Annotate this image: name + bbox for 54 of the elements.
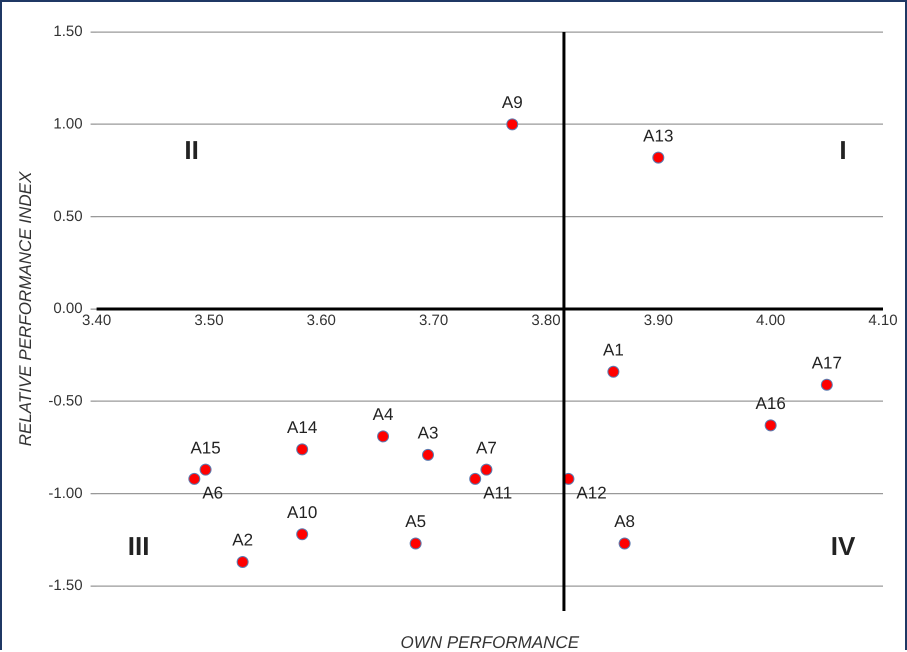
y-tick-label: 0.50 (53, 208, 83, 225)
annotation: III (128, 531, 150, 562)
point (607, 366, 620, 378)
x-axis-title: OWN PERFORMANCE (400, 633, 580, 652)
annotation: A1 (602, 340, 624, 360)
point (200, 464, 212, 476)
point (236, 556, 249, 568)
annotation: I (839, 135, 847, 166)
y-axis-title: RELATIVE PERFORMANCE INDEX (16, 171, 35, 446)
y-tick-label: 1.00 (53, 115, 83, 132)
point (506, 118, 518, 130)
point (820, 378, 833, 391)
x-tick-label: 3.70 (419, 312, 448, 330)
x-tick-label: 3.90 (644, 312, 673, 330)
annotation: A11 (483, 484, 512, 503)
x-tick-label: 4.10 (868, 312, 898, 330)
x-tick-label: 3.50 (194, 312, 224, 330)
point (410, 538, 422, 550)
annotation: IV (830, 531, 856, 562)
annotation: A14 (287, 418, 318, 438)
point (618, 538, 631, 550)
annotation: A13 (643, 126, 674, 146)
point (764, 419, 777, 432)
annotation: A9 (502, 93, 523, 112)
point (296, 528, 308, 540)
annotation: A17 (812, 353, 842, 372)
point (480, 464, 492, 476)
y-tick-label: 1.50 (53, 23, 83, 40)
point (296, 443, 308, 456)
x-tick-label: 4.00 (756, 312, 786, 330)
annotation: A8 (614, 512, 636, 532)
x-tick-label: 3.60 (306, 312, 336, 330)
annotation: A10 (287, 502, 318, 522)
point (652, 152, 664, 164)
annotation: II (184, 135, 199, 166)
annotation: A7 (476, 438, 497, 458)
annotation: A6 (202, 484, 224, 503)
y-tick-label: -1.00 (48, 484, 83, 502)
point (422, 448, 434, 461)
point (469, 472, 482, 485)
point (188, 472, 200, 485)
annotation: A5 (405, 512, 426, 532)
x-tick-label: 3.40 (82, 312, 112, 330)
annotation: A15 (190, 438, 221, 458)
x-tick-label: 3.80 (531, 312, 561, 330)
annotation: A12 (576, 484, 607, 503)
annotation: A2 (232, 530, 254, 550)
annotation: A4 (372, 405, 394, 424)
point (377, 430, 390, 442)
y-tick-label: -0.50 (48, 392, 83, 410)
y-tick-label: -1.50 (48, 577, 83, 594)
y-tick-label: 0.00 (53, 300, 83, 318)
annotation: A3 (418, 424, 438, 443)
annotation: A16 (756, 394, 786, 414)
